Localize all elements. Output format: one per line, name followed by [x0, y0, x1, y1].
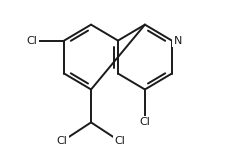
Text: Cl: Cl: [114, 136, 125, 146]
Text: Cl: Cl: [139, 117, 150, 127]
Text: Cl: Cl: [56, 136, 67, 146]
Text: N: N: [173, 36, 181, 46]
Text: Cl: Cl: [26, 36, 37, 46]
